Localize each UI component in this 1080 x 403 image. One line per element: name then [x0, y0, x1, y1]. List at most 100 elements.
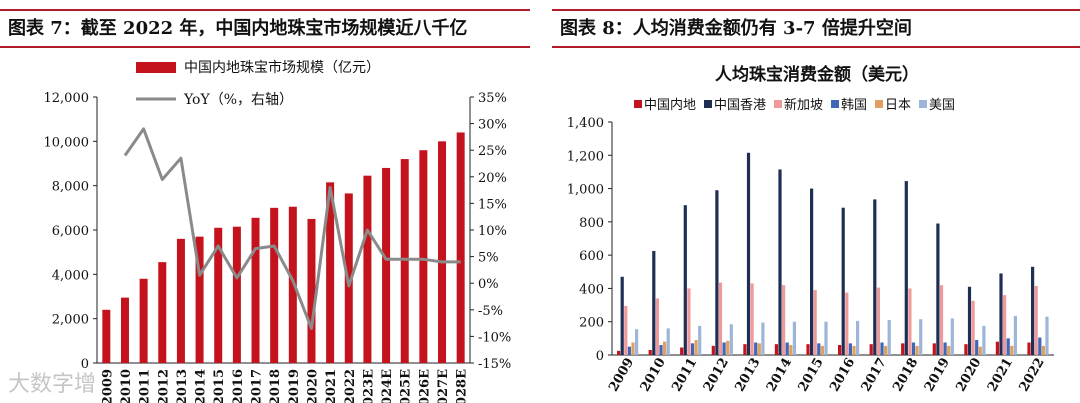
x-tick-label: 2017	[859, 356, 890, 395]
bar-market-size	[382, 167, 391, 363]
bar-3	[785, 342, 789, 355]
bar-3	[943, 342, 947, 355]
bar-0	[774, 344, 778, 355]
chart-title: 人均珠宝消费金额（美元）	[715, 64, 919, 85]
bar-0	[869, 344, 873, 355]
bar-3	[911, 342, 916, 355]
bar-1	[778, 169, 782, 355]
bar-4	[947, 345, 951, 355]
legend-label-bar: 中国内地珠宝市场规模（亿元）	[184, 59, 380, 76]
y-tick-label-left: 2,000	[52, 313, 89, 328]
legend-label-2: 新加坡	[784, 97, 823, 113]
bar-market-size	[232, 226, 241, 363]
legend-swatch-4	[875, 100, 883, 108]
x-tick-label: 2012	[701, 356, 732, 395]
y-tick-label-left: 10,000	[44, 135, 90, 150]
bar-1	[904, 181, 908, 355]
x-tick-label: 2025E	[399, 369, 414, 403]
x-tick-label: 2026E	[417, 369, 432, 403]
y-tick-label-left: 12,000	[44, 91, 90, 106]
y-tick-label-right: 5%	[478, 251, 499, 266]
x-tick-label: 2014	[764, 356, 795, 395]
x-tick-label: 2010	[119, 369, 134, 403]
x-tick-label: 2014	[194, 369, 209, 403]
x-tick-label: 2013	[175, 369, 190, 403]
y-tick-label-left: 4,000	[52, 268, 89, 283]
bar-1	[715, 190, 719, 355]
y-tick-label: 600	[579, 249, 604, 264]
y-tick-label: 0	[596, 349, 604, 364]
y-tick-label: 1,200	[567, 149, 604, 164]
bar-market-size	[139, 278, 148, 363]
bar-0	[648, 350, 652, 355]
bar-1	[1031, 266, 1035, 355]
x-tick-label: 2015	[796, 356, 827, 395]
bar-market-size	[307, 218, 316, 363]
bar-4	[631, 342, 635, 355]
bar-2	[718, 282, 723, 355]
bar-2	[908, 288, 912, 355]
chart-panel-market-size: 图表 7：截至 2022 年，中国内地珠宝市场规模近八千亿 0 2,000 4,00…	[0, 0, 530, 403]
x-tick-label: 2011	[138, 369, 153, 403]
x-tick-label: 2024E	[380, 369, 395, 403]
bar-0	[617, 350, 621, 355]
x-tick-label: 2010	[638, 356, 669, 395]
x-tick-label: 2019	[287, 369, 302, 403]
bar-3	[754, 342, 758, 355]
panel-bottom-rule	[0, 46, 530, 48]
bar-3	[627, 346, 631, 355]
bar-1	[810, 188, 814, 355]
series-line-yoy	[123, 127, 461, 330]
panel-heading: 图表 7：截至 2022 年，中国内地珠宝市场规模近八千亿	[8, 18, 468, 39]
bar-market-size	[326, 182, 335, 363]
legend-label-4: 日本	[885, 98, 911, 113]
bar-0	[806, 344, 810, 355]
market-size-chart: 0 2,000 4,000 6,000 8,000 10,000 12,000 -15% -10…	[44, 59, 512, 403]
bar-5	[698, 325, 702, 355]
y-tick-label-left: 6,000	[52, 224, 89, 239]
bar-5	[729, 324, 733, 355]
bar-5	[635, 329, 639, 355]
legend-label-line: YoY（%，右轴）	[183, 92, 293, 108]
bar-market-size	[363, 175, 372, 363]
bar-3	[848, 343, 852, 355]
bar-0	[1027, 342, 1031, 355]
y-tick-label-right: 10%	[478, 224, 507, 239]
bar-1	[999, 273, 1003, 355]
y-tick-label-right: 35%	[478, 91, 507, 106]
legend-label-0: 中国内地	[644, 97, 696, 113]
bar-2	[813, 290, 817, 355]
bar-3	[722, 342, 726, 355]
legend-swatch-3	[831, 100, 839, 108]
legend-label-1: 中国香港	[714, 98, 766, 113]
bar-2	[1034, 285, 1038, 355]
bar-5	[1013, 315, 1017, 355]
x-tick-label: 2023E	[361, 369, 376, 403]
bar-market-size	[400, 159, 409, 363]
bar-0	[680, 347, 684, 355]
x-tick-label: 2009	[606, 356, 637, 395]
x-tick-label: 2018	[890, 356, 921, 395]
panel-top-rule	[0, 9, 530, 11]
y-tick-label: 1,400	[567, 116, 604, 131]
bar-market-size	[102, 309, 111, 363]
bar-2	[845, 292, 849, 355]
bar-3	[659, 345, 663, 355]
y-tick-label: 400	[579, 282, 604, 297]
bar-0	[932, 343, 936, 355]
y-tick-label-right: 15%	[478, 197, 507, 212]
x-tick-label: 2016	[827, 356, 858, 395]
legend-label-3: 韩国	[841, 98, 867, 113]
y-tick-label-right: -10%	[478, 330, 511, 345]
y-tick-label-right: 0%	[478, 277, 499, 292]
panel-bottom-rule	[552, 46, 1080, 48]
x-tick-label: 2019	[922, 356, 953, 395]
bar-2	[750, 283, 754, 355]
bar-4	[884, 345, 888, 355]
bar-3	[1038, 337, 1042, 355]
bar-3	[1006, 338, 1010, 355]
bar-market-size	[195, 236, 204, 363]
bar-market-size	[251, 217, 260, 363]
x-tick-label: 2015	[212, 369, 227, 403]
bar-2	[624, 305, 628, 355]
